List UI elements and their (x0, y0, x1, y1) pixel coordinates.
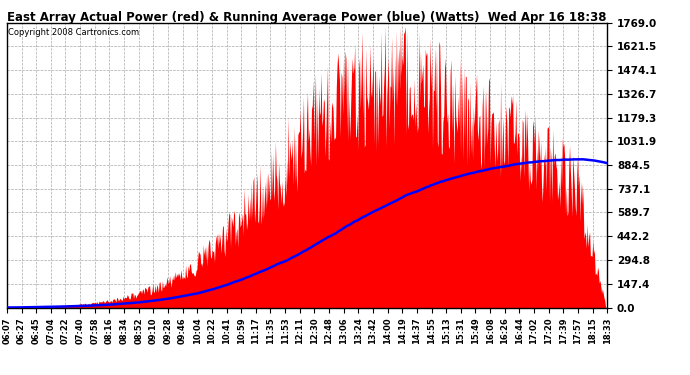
Text: Copyright 2008 Cartronics.com: Copyright 2008 Cartronics.com (8, 28, 139, 37)
Text: East Array Actual Power (red) & Running Average Power (blue) (Watts)  Wed Apr 16: East Array Actual Power (red) & Running … (7, 11, 607, 24)
